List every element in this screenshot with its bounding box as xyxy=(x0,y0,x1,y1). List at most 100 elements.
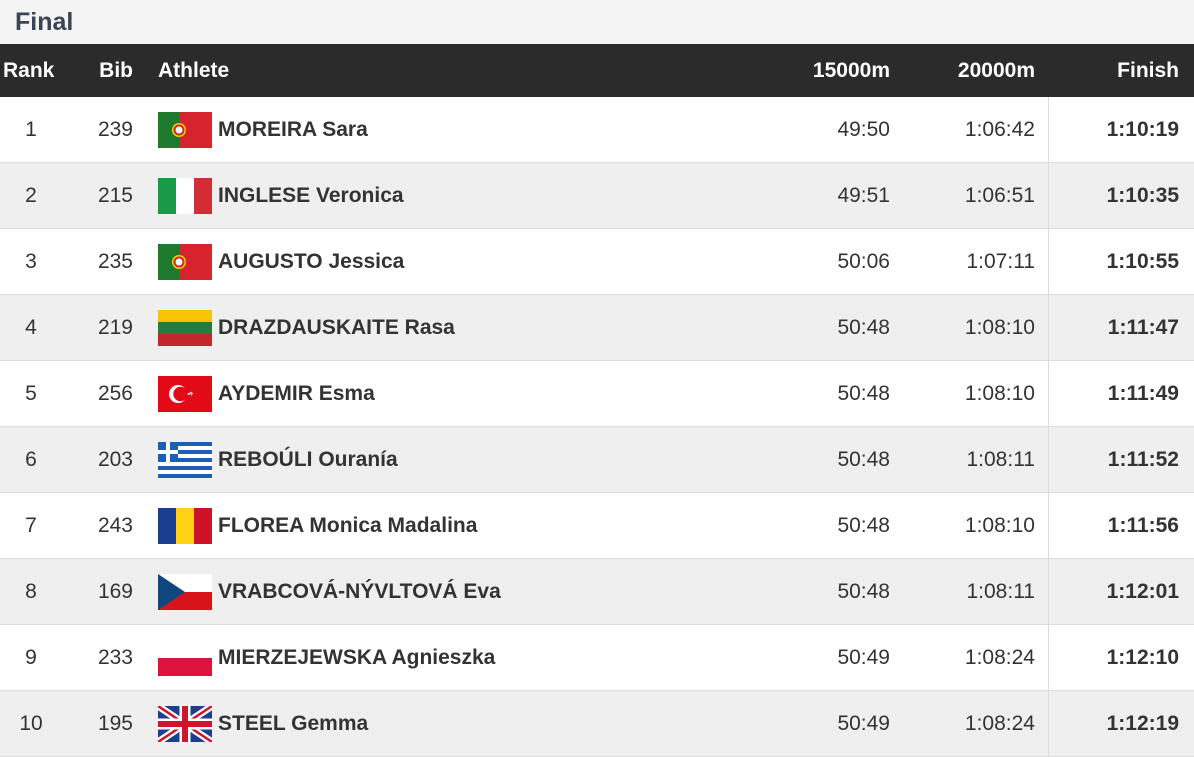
country-flag xyxy=(158,508,212,544)
column-header: Finish xyxy=(1117,58,1179,82)
country-flag xyxy=(158,574,212,610)
athlete: INGLESE Veronica xyxy=(218,183,404,207)
split-20000m: 1:08:24 xyxy=(964,645,1035,669)
finish-divider xyxy=(1048,295,1049,360)
table-row: 1 239 MOREIRA Sara 49:50 1:06:42 1:10:19 xyxy=(0,97,1194,163)
column-header: 20000m xyxy=(957,58,1035,82)
finish: 1:12:19 xyxy=(1106,711,1179,735)
table-row: 6 203 REBOÚLI Ouranía 50:48 1:08:11 1:11:52 xyxy=(0,427,1194,493)
table-row: 5 256 AYDEMIR Esma 50:48 1:08:10 1:11:49 xyxy=(0,361,1194,427)
rank: 10 xyxy=(19,711,43,735)
flag-image xyxy=(158,178,212,214)
bib: 195 xyxy=(97,711,133,735)
flag-image xyxy=(158,508,212,544)
flag-image xyxy=(158,640,212,676)
athlete: AUGUSTO Jessica xyxy=(218,249,405,273)
column-header: Rank xyxy=(3,58,55,82)
finish: 1:10:19 xyxy=(1106,117,1179,141)
flag-image xyxy=(158,244,212,280)
section-title: Final xyxy=(0,0,1194,44)
split-20000m: 1:08:10 xyxy=(964,513,1035,537)
column-header: Athlete xyxy=(158,58,230,82)
rank: 1 xyxy=(25,117,37,141)
bib: 215 xyxy=(97,183,133,207)
split-20000m: 1:08:10 xyxy=(964,381,1035,405)
finish-divider xyxy=(1048,229,1049,294)
split-15000m: 50:48 xyxy=(837,447,890,471)
flag-image xyxy=(158,442,212,478)
athlete: DRAZDAUSKAITE Rasa xyxy=(218,315,455,339)
country-flag xyxy=(158,640,212,676)
finish: 1:11:52 xyxy=(1107,447,1179,471)
flag-image xyxy=(158,706,212,742)
column-header: Bib xyxy=(99,58,133,82)
rank: 9 xyxy=(25,645,37,669)
table-row: 9 233 MIERZEJEWSKA Agnieszka 50:49 1:08:24 1:… xyxy=(0,625,1194,691)
split-20000m: 1:08:11 xyxy=(966,579,1035,603)
split-15000m: 50:06 xyxy=(837,249,890,273)
country-flag xyxy=(158,376,212,412)
split-15000m: 50:48 xyxy=(837,315,890,339)
athlete: STEEL Gemma xyxy=(218,711,369,735)
country-flag xyxy=(158,112,212,148)
finish: 1:11:56 xyxy=(1107,513,1179,537)
table-header: Rank Bib Athlete 15000m 20000m Finish xyxy=(0,44,1194,97)
split-20000m: 1:06:51 xyxy=(964,183,1035,207)
finish: 1:12:10 xyxy=(1106,645,1179,669)
finish-divider xyxy=(1048,493,1049,558)
table-row: 2 215 INGLESE Veronica 49:51 1:06:51 1:10:35 xyxy=(0,163,1194,229)
split-15000m: 49:50 xyxy=(837,117,890,141)
finish: 1:11:49 xyxy=(1107,381,1179,405)
split-20000m: 1:07:11 xyxy=(966,249,1035,273)
country-flag xyxy=(158,706,212,742)
athlete: MIERZEJEWSKA Agnieszka xyxy=(218,645,496,669)
split-20000m: 1:08:11 xyxy=(966,447,1035,471)
bib: 203 xyxy=(97,447,133,471)
flag-image xyxy=(158,376,212,412)
rank: 6 xyxy=(25,447,37,471)
column-header: 15000m xyxy=(812,58,890,82)
bib: 233 xyxy=(97,645,133,669)
split-15000m: 49:51 xyxy=(837,183,890,207)
rank: 3 xyxy=(25,249,37,273)
split-15000m: 50:49 xyxy=(837,711,890,735)
table-row: 7 243 FLOREA Monica Madalina 50:48 1:08:10 1:… xyxy=(0,493,1194,559)
athlete: REBOÚLI Ouranía xyxy=(218,447,398,471)
bib: 239 xyxy=(97,117,133,141)
rank: 8 xyxy=(25,579,37,603)
finish: 1:10:35 xyxy=(1106,183,1179,207)
flag-image xyxy=(158,574,212,610)
rank: 5 xyxy=(25,381,37,405)
finish-divider xyxy=(1048,559,1049,624)
finish: 1:10:55 xyxy=(1106,249,1179,273)
split-15000m: 50:48 xyxy=(837,513,890,537)
athlete: VRABCOVÁ-NÝVLTOVÁ Eva xyxy=(218,579,501,603)
finish: 1:12:01 xyxy=(1106,579,1179,603)
bib: 243 xyxy=(97,513,133,537)
finish-divider xyxy=(1048,97,1049,162)
finish: 1:11:47 xyxy=(1107,315,1179,339)
finish-divider xyxy=(1048,361,1049,426)
flag-image xyxy=(158,112,212,148)
table-row: 3 235 AUGUSTO Jessica 50:06 1:07:11 1:10:55 xyxy=(0,229,1194,295)
finish-divider xyxy=(1048,427,1049,492)
rank: 2 xyxy=(25,183,37,207)
rank: 7 xyxy=(25,513,37,537)
bib: 256 xyxy=(97,381,133,405)
country-flag xyxy=(158,310,212,346)
finish-divider xyxy=(1048,625,1049,690)
split-20000m: 1:08:24 xyxy=(964,711,1035,735)
finish-divider xyxy=(1048,163,1049,228)
flag-image xyxy=(158,310,212,346)
split-15000m: 50:49 xyxy=(837,645,890,669)
rank: 4 xyxy=(25,315,37,339)
country-flag xyxy=(158,178,212,214)
split-20000m: 1:08:10 xyxy=(964,315,1035,339)
athlete: MOREIRA Sara xyxy=(218,117,368,141)
athlete: FLOREA Monica Madalina xyxy=(218,513,478,537)
table-row: 10 195 STEEL Gemma 50:49 1:08:24 1:12:19 xyxy=(0,691,1194,757)
table-row: 4 219 DRAZDAUSKAITE Rasa 50:48 1:08:10 1:11:4… xyxy=(0,295,1194,361)
athlete: AYDEMIR Esma xyxy=(218,381,375,405)
